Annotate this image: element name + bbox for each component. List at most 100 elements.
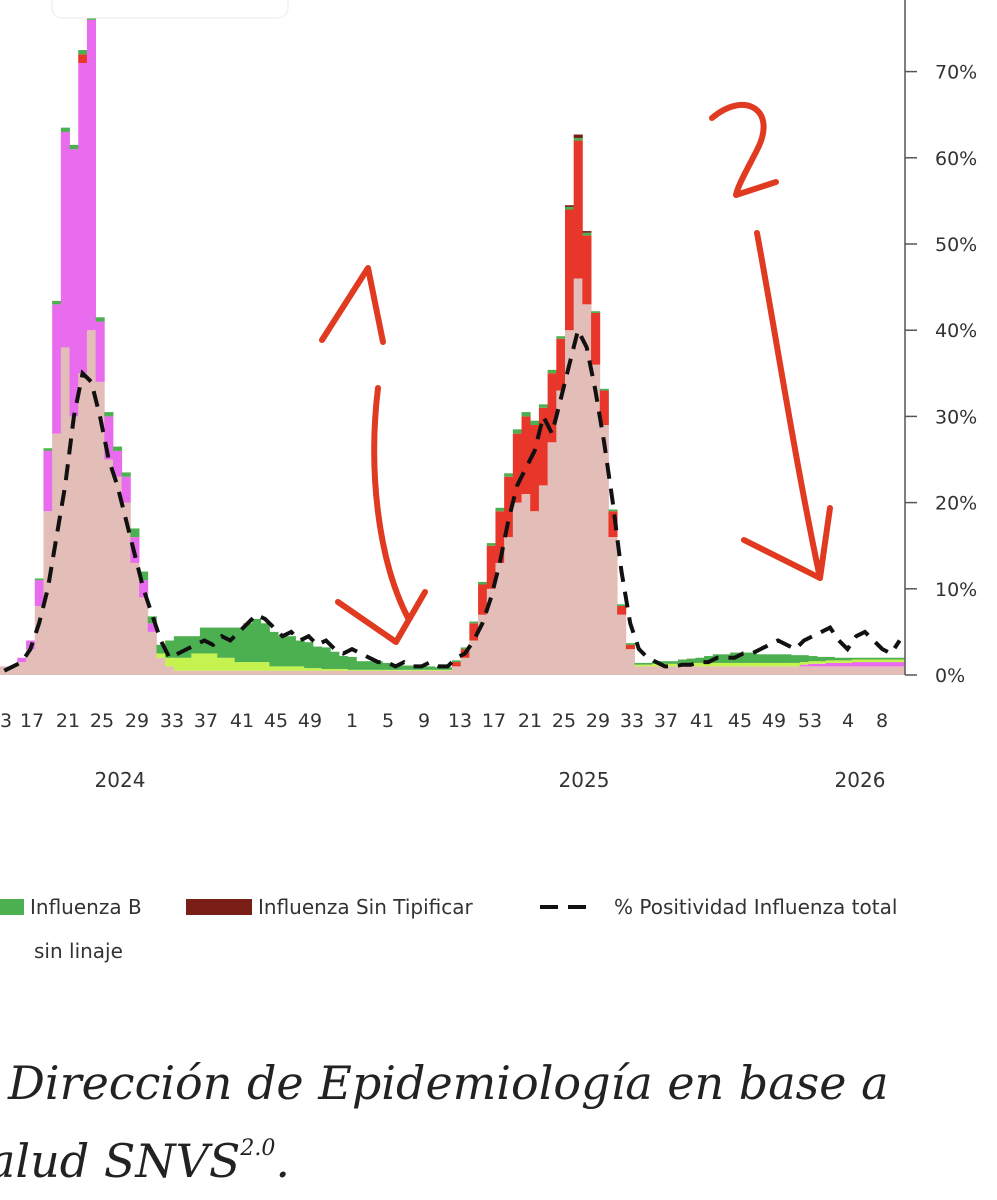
bar-segment-base [69,416,79,675]
bar-segment-b_lineage [243,662,253,671]
bar-segment-b_no_lineage [252,618,262,663]
bar-segment-b_no_lineage [460,647,470,650]
bar-segment-base [382,670,392,675]
x-axis-ticks: 3 17 21 25 29 33 37 41 45 49 1 5 9 13 17 21 25 29 33 37 41 45… [0,710,888,732]
bar-segment-b_no_lineage [599,388,609,391]
bar-segment-base [686,666,696,675]
bar-segment-b_lineage [339,668,349,671]
bar-segment-b_lineage [851,659,861,663]
bar-segment-base [747,666,757,675]
x-tick-label: 53 [798,710,822,732]
bar-segment-b_no_lineage [547,369,557,374]
bar-segment-b_no_lineage [121,472,131,477]
x-tick-label: 45 [264,710,288,732]
bar-segment-b_lineage [417,669,427,671]
bar-segment-base [425,670,436,675]
x-tick-label: 49 [298,710,322,732]
bar-segment-b_lineage [173,657,183,671]
bar-segment-a_h3n2 [478,584,488,615]
bar-segment-b_no_lineage [686,658,696,663]
bar-segment-b_lineage [373,669,383,671]
bar-segment-b_lineage [165,657,175,667]
bar-segment-b_lineage [252,662,262,671]
annotation-2-arrow [754,230,823,581]
bar-segment-base [521,493,531,675]
bar-segment-b_no_lineage [582,232,592,236]
legend-item-influenza-b: Influenza B [0,895,142,919]
bar-segment-a_h1n1 [817,663,827,667]
bar-segment-base [365,670,375,675]
x-tick-label: 25 [552,710,576,732]
bar-segment-base [469,640,479,675]
annotation-2-arrowhead [741,505,833,581]
bar-segment-b_no_lineage [556,336,566,339]
bar-segment-b_no_lineage [591,311,601,313]
bar-segment-b_no_lineage [625,643,635,645]
bar-segment-b_no_lineage [347,656,357,670]
bar-segment-base [756,666,766,675]
bar-segment-base [295,670,305,675]
bar-segment-b_lineage [808,661,818,664]
y-axis: 0% 10% 20% 30% 40% 50% 60% 70% [904,0,977,687]
legend-item-positividad: % Positividad Influenza total [540,895,897,919]
bar-segment-b_lineage [382,669,392,671]
bar-segment-base [139,597,149,675]
bar-segment-b_no_lineage [34,578,44,581]
bar-segment-base [512,502,522,675]
x-tick-label: 29 [125,710,149,732]
bar-segment-a_h3n2 [486,545,496,589]
bar-segment-a_h3n2 [495,511,505,563]
source-caption: Dirección de Epidemiología en base a alu… [0,1050,997,1194]
bar-segment-b_no_lineage [452,660,462,663]
x-tick-label: 9 [418,710,430,732]
bar-segment-b_no_lineage [278,636,288,667]
bar-segment-b_no_lineage [260,623,270,663]
bar-segment-untyped [565,205,575,207]
bar-segment-b_lineage [651,663,662,667]
bar-segment-b_lineage [295,666,305,671]
bar-segment-base [556,390,566,675]
bar-segment-a_h3n2 [591,312,601,365]
x-tick-label: 37 [194,710,218,732]
positivity-line [3,324,902,673]
bar-segment-a_h1n1 [851,662,861,667]
bar-segment-a_h3n2 [625,644,635,650]
y-tick-label: 30% [935,406,977,428]
bar-segment-base [651,666,662,675]
bar-segment-b_no_lineage [573,137,583,141]
bar-segment-b_lineage [208,653,218,671]
x-tick-label: 5 [382,710,394,732]
bar-segment-b_no_lineage [773,654,783,663]
bar-segment-b_no_lineage [538,404,549,408]
bar-segment-b_lineage [356,669,366,671]
bar-segment-b_no_lineage [704,656,714,663]
bar-segment-a_h1n1 [799,664,809,667]
bar-segment-a_h1n1 [825,662,835,667]
bar-segment-b_no_lineage [860,657,870,660]
bar-segment-a_h1n1 [60,131,70,348]
bar-segment-b_no_lineage [643,662,653,665]
bar-segment-base [452,666,462,675]
bar-segment-a_h3n2 [504,476,514,538]
bar-segment-b_no_lineage [139,571,149,581]
bar-segment-base [730,666,740,675]
bar-segment-b_lineage [634,664,644,667]
bar-segment-a_h1n1 [52,304,62,434]
bar-segment-base [764,666,775,675]
bar-segment-b_lineage [391,669,401,671]
source-line-1: Dirección de Epidemiología en base a [8,1056,889,1110]
source-line-2: alud SNVS2.0. [0,1116,985,1194]
x-tick-label: 49 [762,710,786,732]
bar-segment-a_h3n2 [469,623,479,641]
bar-segment-b_no_lineage [443,667,453,670]
bar-segment-b_no_lineage [339,656,349,669]
bar-segment-a_h1n1 [869,662,879,667]
bar-segment-base [582,304,592,675]
x-tick-label: 1 [346,710,358,732]
bar-segment-b_lineage [199,653,210,671]
annotation-1-digit [319,265,386,345]
bar-segment-b_lineage [738,662,748,667]
bar-segment-base [643,666,653,675]
bar-segment-a_h1n1 [17,657,27,663]
x-tick-label: 25 [90,710,114,732]
